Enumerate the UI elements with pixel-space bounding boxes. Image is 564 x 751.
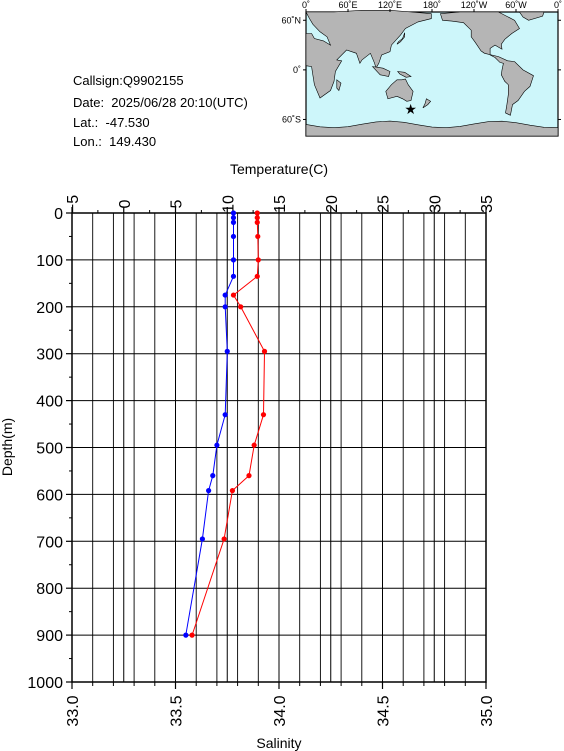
temperature-point [238,304,244,310]
map-lon-label: 120˚E [378,0,402,10]
salinity-point [230,219,237,225]
map-lat-label: 0˚ [293,65,301,75]
map-labels: 0˚ 60˚E 120˚E 180˚ 120˚W 60˚W 0˚60˚N0˚60˚S [281,0,562,124]
y-tick-label: 200 [36,300,63,317]
temperature-tick-label: 5 [169,199,186,208]
salinity-point [214,442,220,448]
land-madagascar [336,79,342,92]
map-lon-label: 0˚ [554,0,562,10]
info-lat: Lat.: -47.530 [73,115,150,130]
map-lon-label: 0˚ [302,0,310,10]
temperature-point [255,257,261,263]
salinity-point [230,215,237,221]
temperature-point [230,292,237,298]
station-marker-icon: ★ [404,101,417,117]
y-tick-label: 500 [36,441,63,458]
temperature-tick-label: −5 [65,195,82,213]
y-tick-label: 300 [36,347,63,364]
salinity-point [230,210,237,216]
temperature-point [254,210,260,216]
depth-axis-label: Depth(m) [0,418,15,476]
temperature-tick-label: 30 [427,195,444,213]
salinity-tick-label: 35.0 [479,695,496,726]
chart-grid [71,212,487,683]
temperature-tick-label: 10 [220,195,237,213]
temperature-point [254,219,260,225]
land-new-guinea [396,71,412,78]
map-lon-label: 60˚W [505,0,527,10]
y-tick-label: 600 [36,487,63,504]
map-lon-label: 120˚W [461,0,488,10]
temperature-tick-label: 20 [324,195,341,213]
salinity-line [185,213,234,636]
y-tick-label: 700 [36,534,63,551]
temperature-tick-label: 35 [479,195,496,213]
land-antarctica [305,120,559,137]
temperature-axis-label: Temperature(C) [230,161,328,177]
temperature-point [254,273,260,279]
salinity-axis-label: Salinity [256,735,301,751]
land-greenland [518,11,545,21]
y-tick-label: 800 [36,581,63,598]
salinity-point [210,473,216,479]
salinity-point [222,304,228,310]
y-tick-label: 1000 [27,675,63,692]
temperature-tick-label: 15 [272,195,289,213]
y-tick-label: 100 [36,253,63,270]
temperature-point [261,348,268,354]
salinity-point [206,488,212,494]
temperature-point [221,536,227,542]
salinity-point [224,348,230,354]
salinity-point [230,257,237,263]
map-lat-label: 60˚S [282,114,301,124]
y-tick-label: 400 [36,394,63,411]
map-lon-label: 60˚E [338,0,357,10]
temperature-point [251,442,257,448]
temperature-point [229,488,236,494]
axis-ticks [66,207,487,689]
data-series [183,210,268,638]
temperature-point [255,233,261,240]
salinity-point [183,632,189,638]
temperature-line [191,213,266,636]
temperature-point [246,473,252,479]
salinity-tick-label: 33.0 [65,695,82,726]
map-land [305,10,559,137]
salinity-point [199,536,206,542]
temperature-tick-label: 0 [117,199,134,208]
salinity-point [230,273,237,279]
land-eurasia-africa [305,10,432,99]
salinity-point [222,412,228,418]
salinity-tick-label: 34.0 [272,695,289,726]
temperature-tick-label: 25 [376,195,393,213]
info-date: Date: 2025/06/28 20:10(UTC) [73,95,248,110]
map-ticks [303,9,561,120]
temperature-point [260,412,267,418]
map-lon-label: 180˚ [423,0,441,10]
salinity-tick-label: 34.5 [376,695,393,726]
temperature-point [254,215,260,221]
land-new-zealand [422,98,432,109]
salinity-tick-label: 33.5 [169,695,186,726]
salinity-point [230,233,237,240]
info-callsign: Callsign:Q9902155 [73,73,184,88]
land-americas [440,11,534,116]
world-map: 0˚ 60˚E 120˚E 180˚ 120˚W 60˚W 0˚60˚N0˚60˚S ★ [281,0,562,137]
land-indonesia [371,66,391,77]
land-japan [396,32,406,45]
land-australia [385,78,414,102]
info-lon: Lon.: 149.430 [73,134,157,149]
map-lat-label: 60˚N [281,15,301,25]
salinity-point [222,292,228,298]
temperature-point [189,632,195,638]
y-tick-label: 900 [36,628,63,645]
y-tick-label: 0 [54,206,63,223]
